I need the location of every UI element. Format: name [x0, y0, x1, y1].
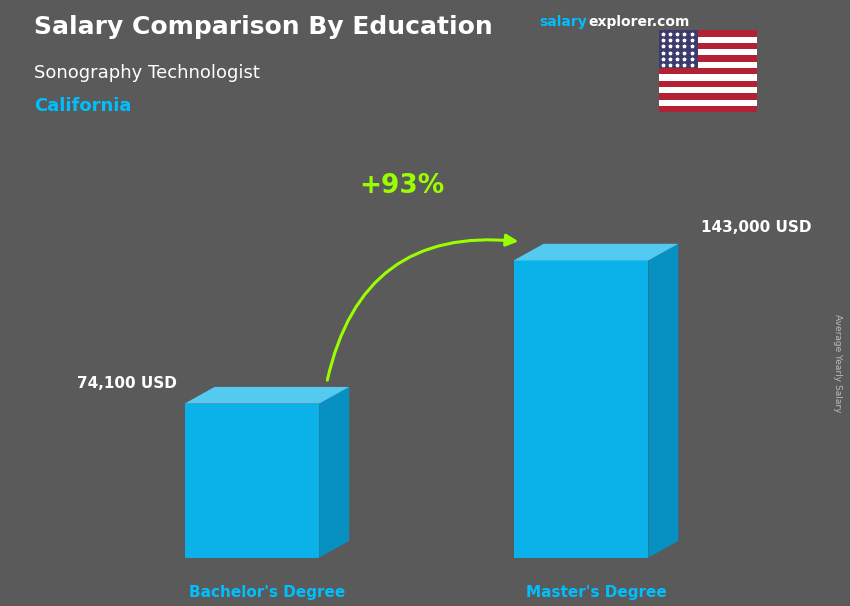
Bar [659, 87, 756, 93]
Bar [659, 36, 756, 43]
Bar [659, 81, 756, 87]
Text: +93%: +93% [359, 173, 445, 199]
Bar [659, 56, 756, 62]
Bar [659, 106, 756, 112]
Bar [659, 75, 756, 81]
Text: Bachelor's Degree: Bachelor's Degree [189, 585, 345, 599]
Bar [659, 68, 756, 75]
Text: Average Yearly Salary: Average Yearly Salary [833, 315, 842, 413]
Bar [659, 43, 756, 49]
Text: Salary Comparison By Education: Salary Comparison By Education [34, 15, 493, 39]
Text: 74,100 USD: 74,100 USD [77, 376, 177, 391]
Text: explorer.com: explorer.com [588, 15, 689, 29]
Text: 143,000 USD: 143,000 USD [700, 221, 811, 236]
Polygon shape [320, 387, 349, 558]
Text: Master's Degree: Master's Degree [525, 585, 666, 599]
Bar [659, 99, 756, 106]
Bar [659, 49, 756, 56]
Polygon shape [649, 244, 678, 558]
Bar [659, 30, 756, 36]
Text: California: California [34, 97, 132, 115]
Bar [659, 93, 756, 99]
Polygon shape [184, 387, 349, 404]
Polygon shape [184, 404, 320, 558]
Text: Sonography Technologist: Sonography Technologist [34, 64, 260, 82]
Polygon shape [513, 244, 678, 261]
Polygon shape [513, 261, 649, 558]
Bar [659, 30, 698, 68]
Text: salary: salary [540, 15, 587, 29]
Bar [659, 62, 756, 68]
